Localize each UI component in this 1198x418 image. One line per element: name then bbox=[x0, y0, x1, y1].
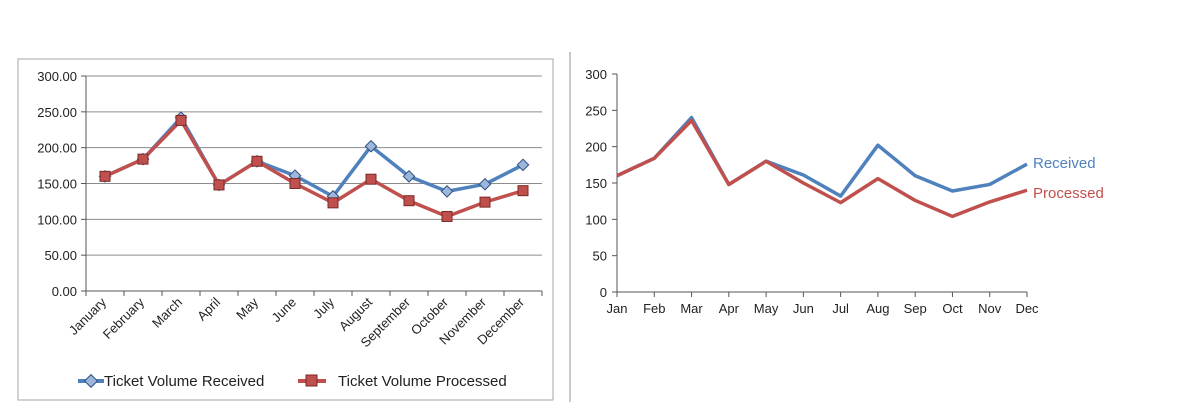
legend-received-label: Ticket Volume Received bbox=[104, 373, 264, 390]
left-y-tick-label: 200.00 bbox=[37, 141, 77, 156]
right-x-tick-label-nov: Nov bbox=[978, 301, 1002, 316]
left-point-received-october bbox=[440, 185, 454, 198]
right-y-tick-label: 250 bbox=[585, 103, 607, 118]
left-y-axis-ticks: 0.00 50.00 100.00 150.00 200.00 250.00 300.00 bbox=[37, 69, 86, 299]
legend-processed-marker bbox=[305, 374, 318, 387]
right-x-tick-label-mar: Mar bbox=[680, 301, 703, 316]
left-point-received-november bbox=[478, 177, 492, 191]
legend-received-marker bbox=[83, 373, 99, 389]
end-label-received: Received bbox=[1033, 155, 1096, 172]
right-y-tick-label: 200 bbox=[585, 140, 607, 155]
left-y-tick-label: 50.00 bbox=[44, 248, 77, 263]
left-y-tick-label: 0.00 bbox=[52, 284, 77, 299]
left-point-processed-august bbox=[365, 173, 377, 185]
left-point-processed-march bbox=[175, 114, 187, 126]
left-point-processed-july bbox=[327, 197, 339, 209]
right-y-tick-label: 100 bbox=[585, 212, 607, 227]
left-point-processed-february bbox=[137, 153, 149, 165]
right-y-tick-label: 50 bbox=[593, 249, 607, 264]
left-point-processed-april bbox=[213, 179, 225, 191]
left-y-tick-label: 150.00 bbox=[37, 177, 77, 192]
right-y-tick-label: 300 bbox=[585, 67, 607, 82]
left-point-received-august bbox=[364, 139, 378, 153]
left-point-processed-june bbox=[289, 178, 301, 189]
left-chart-frame bbox=[17, 58, 554, 401]
left-point-received-december bbox=[516, 158, 530, 172]
right-x-tick-label-may: May bbox=[754, 301, 779, 316]
left-point-received-september bbox=[402, 169, 416, 183]
right-x-tick-label-aug: Aug bbox=[866, 301, 889, 316]
left-point-processed-november bbox=[479, 196, 491, 208]
right-x-tick-label-jul: Jul bbox=[832, 301, 849, 316]
right-series-line-received bbox=[616, 115, 1028, 198]
right-x-tick-label-feb: Feb bbox=[643, 301, 665, 316]
right-y-tick-label: 150 bbox=[585, 176, 607, 191]
left-point-processed-december bbox=[517, 185, 529, 197]
right-x-axis-ticks: Jan Feb Mar Apr May Jun Jul Aug Sep Oct Nov Dec bbox=[607, 292, 1039, 316]
right-x-tick-label-apr: Apr bbox=[719, 301, 740, 316]
right-x-tick-label-jan: Jan bbox=[607, 301, 628, 316]
right-x-tick-label-jun: Jun bbox=[793, 301, 814, 316]
left-y-tick-label: 250.00 bbox=[37, 105, 77, 120]
left-point-processed-january bbox=[99, 170, 111, 182]
left-series-line-ticket-volume-processed bbox=[104, 118, 524, 219]
right-series-line-processed bbox=[616, 118, 1028, 219]
left-point-processed-october bbox=[441, 210, 453, 222]
right-x-tick-label-sep: Sep bbox=[904, 301, 927, 316]
right-y-tick-label: 0 bbox=[600, 285, 607, 300]
left-gridlines bbox=[86, 75, 542, 256]
right-y-axis-ticks: 0 50 100 150 200 250 300 bbox=[585, 67, 617, 300]
left-point-processed-may bbox=[251, 155, 263, 167]
legend-processed-label: Ticket Volume Processed bbox=[338, 373, 507, 390]
left-series bbox=[98, 111, 530, 222]
right-axes bbox=[616, 74, 1027, 293]
right-x-tick-label-oct: Oct bbox=[942, 301, 963, 316]
right-x-tick-label-dec: Dec bbox=[1015, 301, 1039, 316]
left-point-processed-september bbox=[403, 195, 415, 207]
left-y-tick-label: 300.00 bbox=[37, 69, 77, 84]
left-y-tick-label: 100.00 bbox=[37, 212, 77, 227]
right-series bbox=[616, 115, 1028, 219]
end-label-processed: Processed bbox=[1033, 185, 1104, 202]
left-legend: Ticket Volume Received Ticket Volume Pro… bbox=[78, 373, 507, 390]
